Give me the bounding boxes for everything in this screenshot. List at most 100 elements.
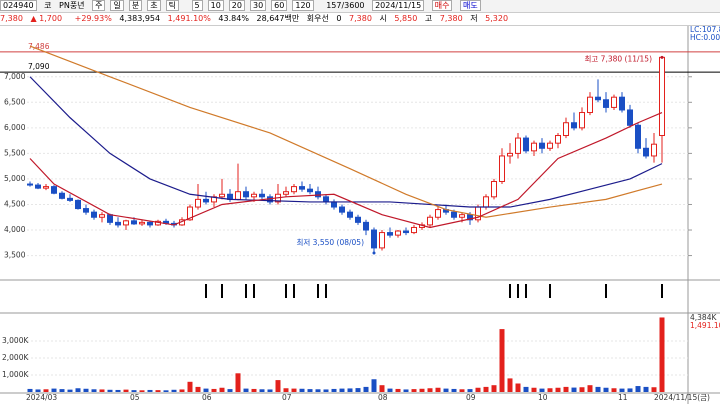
- interval-button[interactable]: 10: [207, 0, 224, 11]
- volume-label: 4,384K: [690, 313, 717, 322]
- x-tick-label: 06: [202, 393, 212, 402]
- volume-bar: [603, 387, 609, 392]
- amount: 28,647백만: [256, 14, 300, 23]
- volume-bar: [395, 388, 401, 392]
- volume-bar: [43, 389, 49, 392]
- volume-bar: [475, 387, 481, 392]
- period-button[interactable]: 초: [147, 0, 161, 11]
- right-label: LC:107.89%: [690, 26, 720, 34]
- open: 5,850: [394, 14, 418, 23]
- x-tick-label: 08: [378, 393, 388, 402]
- volume-bar: [171, 389, 177, 392]
- open-label: 시: [379, 14, 387, 23]
- candle-body: [363, 221, 369, 231]
- volume-bar: [347, 388, 353, 392]
- candle-body: [387, 232, 393, 236]
- candle-body: [515, 137, 521, 154]
- volume-bar: [179, 389, 185, 392]
- candle-body: [651, 143, 657, 157]
- candle-body: [379, 232, 385, 249]
- low: 5,320: [485, 14, 509, 23]
- count: 157/3600: [326, 1, 365, 10]
- candle-body: [555, 135, 561, 144]
- price: 7,380: [0, 14, 23, 23]
- volume-bar: [443, 388, 449, 392]
- candle-body: [395, 230, 401, 236]
- volume-bar: [243, 388, 249, 392]
- high-label: 고: [424, 14, 433, 23]
- code[interactable]: 024940: [0, 0, 37, 11]
- period-button[interactable]: 일: [110, 0, 124, 11]
- y-tick-label: 3,000K: [2, 336, 29, 345]
- volume-bar: [531, 387, 537, 392]
- low-label: 저: [470, 14, 478, 23]
- volume: 4,383,954: [119, 14, 161, 23]
- candle-body: [59, 192, 65, 199]
- interval-button[interactable]: 120: [292, 0, 314, 11]
- ref-label: 7,486: [28, 42, 50, 51]
- high: 7,380: [439, 14, 463, 23]
- candle-body: [43, 186, 49, 189]
- candle-body: [195, 198, 201, 208]
- annotation-point: [660, 55, 664, 59]
- volume-bar: [595, 386, 601, 392]
- candle-body: [99, 214, 105, 218]
- candle-body: [235, 191, 241, 200]
- volume-bar: [75, 388, 81, 392]
- volume-bar: [91, 389, 97, 392]
- interval-button[interactable]: 20: [228, 0, 245, 11]
- candle-body: [299, 186, 305, 190]
- sell-button[interactable]: 매도: [460, 0, 481, 11]
- candle-body: [67, 197, 73, 201]
- period-button[interactable]: 주: [92, 0, 106, 11]
- candle-body: [411, 226, 417, 234]
- y-tick-label: 3,500: [4, 251, 26, 260]
- candle-body: [131, 220, 137, 225]
- volume-bar: [35, 389, 41, 392]
- volume-bar: [411, 389, 417, 392]
- volume-bar: [611, 388, 617, 392]
- volume-bar: [251, 388, 257, 392]
- candle-body: [635, 124, 641, 149]
- period-button[interactable]: 틱: [165, 0, 179, 11]
- volume-bar: [195, 386, 201, 392]
- date[interactable]: 2024/11/15: [372, 0, 425, 11]
- candle-body: [123, 220, 129, 226]
- candle-body: [83, 208, 89, 213]
- buy-button[interactable]: 매수: [431, 0, 453, 11]
- y-tick-label: 6,500: [4, 97, 26, 106]
- candle-body: [107, 214, 113, 223]
- volume-bar: [547, 388, 553, 392]
- candle-body: [507, 152, 513, 157]
- annotation: 최저 3,550 (08/05): [296, 237, 364, 247]
- vol-rate: 1,491.10%: [167, 14, 211, 23]
- candle-body: [547, 142, 553, 149]
- volume-bar: [515, 383, 521, 392]
- volume-bar: [203, 388, 209, 392]
- candle-body: [603, 99, 609, 108]
- candle-body: [531, 142, 537, 152]
- candle-body: [307, 188, 313, 193]
- change-value: 1,700: [39, 14, 63, 23]
- candle-body: [331, 201, 337, 208]
- volume-bar: [299, 388, 305, 392]
- interval-button[interactable]: 60: [271, 0, 288, 11]
- interval-button[interactable]: 5: [191, 0, 203, 11]
- candle-body: [523, 137, 529, 152]
- volume-bar: [419, 388, 425, 392]
- volume-bar: [307, 389, 313, 392]
- candle-body: [139, 221, 145, 225]
- candle-body: [355, 216, 361, 223]
- interval-button[interactable]: 30: [249, 0, 267, 11]
- candle-body: [659, 56, 665, 137]
- y-tick-label: 5,500: [4, 148, 26, 157]
- candle-body: [291, 186, 297, 193]
- volume-bar: [483, 386, 489, 392]
- volume-bar: [131, 390, 137, 392]
- y-tick-label: 6,000: [4, 123, 26, 132]
- volume-bar: [155, 390, 161, 392]
- period-button[interactable]: 분: [128, 0, 143, 11]
